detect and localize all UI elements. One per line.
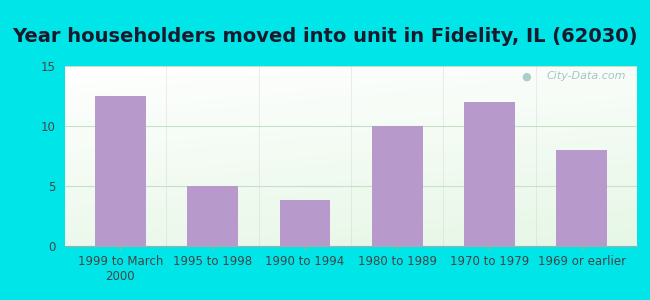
- Bar: [372, 126, 422, 246]
- Text: Year householders moved into unit in Fidelity, IL (62030): Year householders moved into unit in Fid…: [12, 27, 638, 46]
- Text: City-Data.com: City-Data.com: [546, 71, 625, 81]
- Bar: [280, 200, 330, 246]
- Bar: [187, 186, 238, 246]
- Bar: [464, 102, 515, 246]
- Text: ●: ●: [521, 71, 531, 81]
- Bar: [556, 150, 607, 246]
- Bar: [95, 96, 146, 246]
